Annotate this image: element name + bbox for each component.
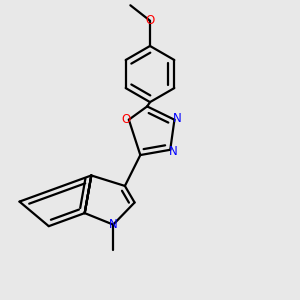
Text: N: N — [169, 145, 178, 158]
Text: O: O — [122, 113, 131, 126]
Text: N: N — [109, 218, 118, 231]
Text: O: O — [146, 14, 154, 27]
Text: N: N — [173, 112, 182, 124]
